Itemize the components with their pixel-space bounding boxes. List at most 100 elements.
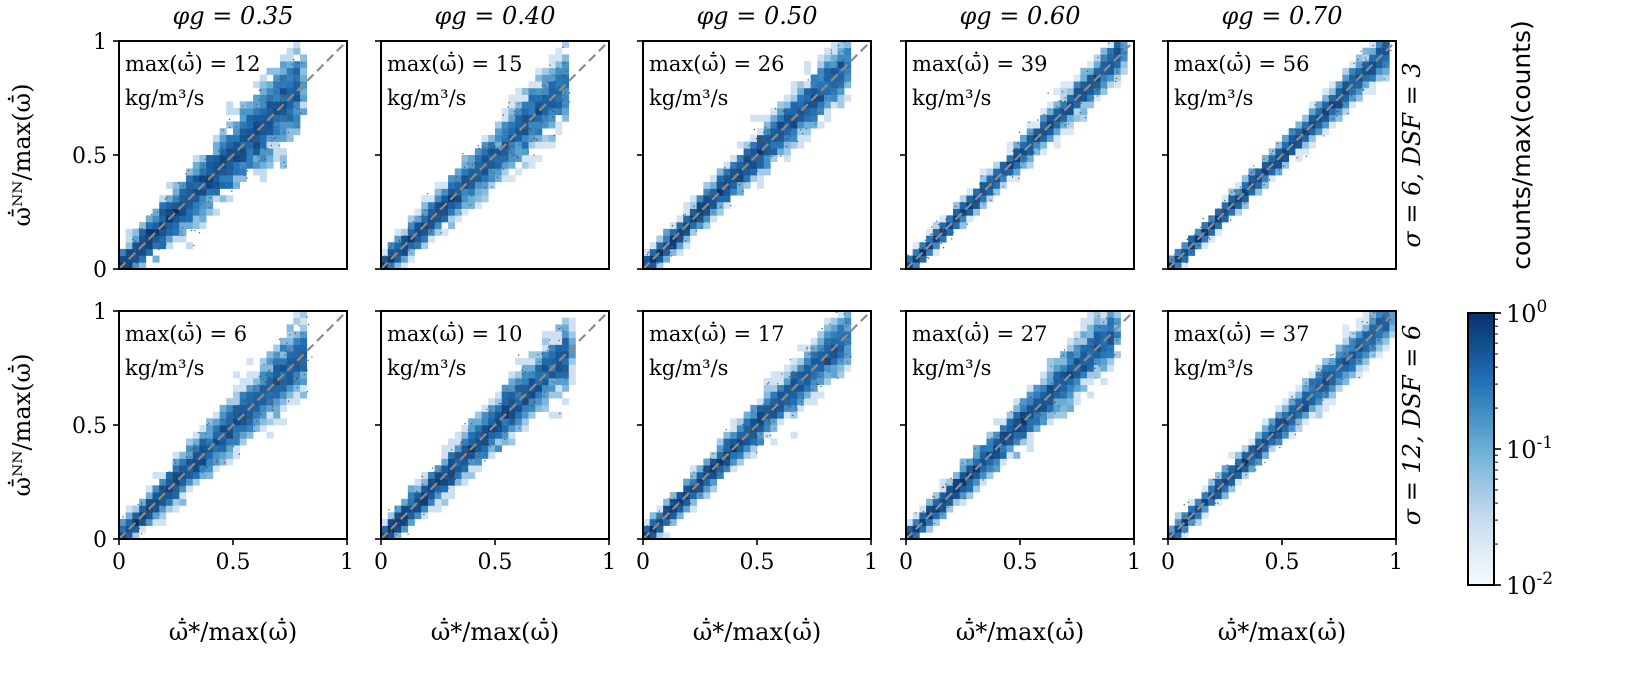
hist-cell	[1322, 94, 1330, 102]
hist-cell	[481, 148, 489, 156]
hist-cell	[683, 485, 691, 493]
outlier-point	[490, 170, 492, 172]
outlier-point	[224, 443, 226, 445]
outlier-point	[1014, 167, 1016, 170]
hist-cell	[226, 431, 234, 439]
outlier-point	[1272, 150, 1274, 152]
outlier-point	[220, 173, 222, 175]
outlier-point	[1057, 125, 1059, 128]
hist-cell	[387, 248, 395, 256]
hist-cell	[1100, 331, 1108, 339]
outlier-point	[287, 400, 290, 402]
outlier-point	[1254, 168, 1257, 170]
hist-cell	[1040, 114, 1048, 122]
hist-cell	[293, 317, 301, 325]
outlier-point	[497, 168, 499, 171]
hist-cell	[212, 155, 220, 163]
outlier-point	[1346, 80, 1348, 82]
hist-cell	[703, 485, 711, 493]
outlier-point	[841, 82, 843, 84]
outlier-point	[448, 476, 450, 478]
outlier-point	[226, 160, 228, 162]
hist-cell	[683, 228, 691, 236]
hist-cell	[448, 175, 456, 183]
outlier-point	[440, 481, 442, 484]
hist-cell	[1080, 324, 1088, 332]
outlier-point	[736, 448, 738, 450]
outlier-point	[490, 412, 492, 414]
x-tick-label: 0.5	[1003, 550, 1038, 575]
hist-cell	[830, 94, 838, 102]
outlier-point	[225, 173, 227, 175]
outlier-point	[1061, 91, 1064, 93]
outlier-point	[993, 469, 995, 471]
outlier-point	[1256, 180, 1258, 182]
hist-cell	[300, 61, 308, 69]
outlier-point	[932, 235, 935, 237]
outlier-point	[289, 373, 292, 375]
outlier-point	[1064, 97, 1066, 99]
outlier-point	[285, 363, 287, 365]
outlier-point	[472, 442, 474, 445]
hist-cell	[783, 384, 791, 392]
outlier-point	[208, 442, 211, 445]
hist-cell	[803, 378, 811, 386]
hist-cell	[179, 222, 187, 230]
outlier-point	[513, 113, 516, 116]
hist-cell	[401, 498, 409, 506]
outlier-point	[1039, 414, 1042, 416]
hist-cell	[548, 141, 556, 149]
outlier-point	[758, 147, 761, 150]
hist-cell	[803, 384, 811, 392]
outlier-point	[1107, 68, 1110, 71]
hist-cell	[192, 438, 200, 446]
hist-cell	[414, 498, 422, 506]
hist-cell	[192, 215, 200, 223]
hist-cell	[159, 235, 167, 243]
outlier-point	[505, 404, 508, 406]
outlier-point	[497, 146, 499, 149]
outlier-point	[1078, 99, 1080, 101]
hist-cell	[817, 67, 825, 75]
hist-cell	[959, 222, 967, 230]
outlier-point	[243, 125, 245, 127]
outlier-point	[509, 149, 511, 151]
hist-cell	[495, 148, 503, 156]
outlier-point	[717, 468, 719, 470]
outlier-point	[442, 216, 444, 218]
outlier-point	[460, 196, 462, 198]
outlier-point	[1049, 399, 1051, 401]
hist-cell	[394, 248, 402, 256]
hist-cell	[952, 478, 960, 486]
outlier-point	[493, 160, 495, 162]
outlier-point	[1115, 50, 1117, 52]
outlier-point	[1263, 158, 1265, 160]
outlier-point	[146, 524, 148, 526]
unit-annotation: kg/m³/s	[649, 86, 728, 110]
outlier-point	[1250, 172, 1253, 174]
outlier-point	[1246, 200, 1248, 203]
outlier-point	[283, 76, 286, 78]
hist-cell	[226, 108, 234, 116]
outlier-point	[466, 178, 468, 181]
outlier-point	[678, 501, 680, 503]
outlier-point	[467, 469, 469, 471]
outlier-point	[1106, 57, 1108, 59]
hist-cell	[448, 451, 456, 459]
outlier-point	[1284, 154, 1286, 156]
outlier-point	[444, 476, 446, 479]
outlier-point	[981, 185, 983, 188]
outlier-point	[174, 462, 177, 464]
hist-cell	[488, 134, 496, 142]
hist-cell	[528, 81, 536, 89]
hist-cell	[541, 87, 549, 95]
outlier-point	[1029, 397, 1031, 399]
hist-cell	[279, 94, 287, 102]
outlier-point	[1351, 87, 1353, 90]
outlier-point	[484, 441, 487, 443]
hist-cell	[192, 155, 200, 163]
hist-cell	[562, 384, 570, 392]
hist-cell	[481, 181, 489, 189]
outlier-point	[1064, 368, 1067, 370]
hist-cell	[199, 425, 207, 433]
